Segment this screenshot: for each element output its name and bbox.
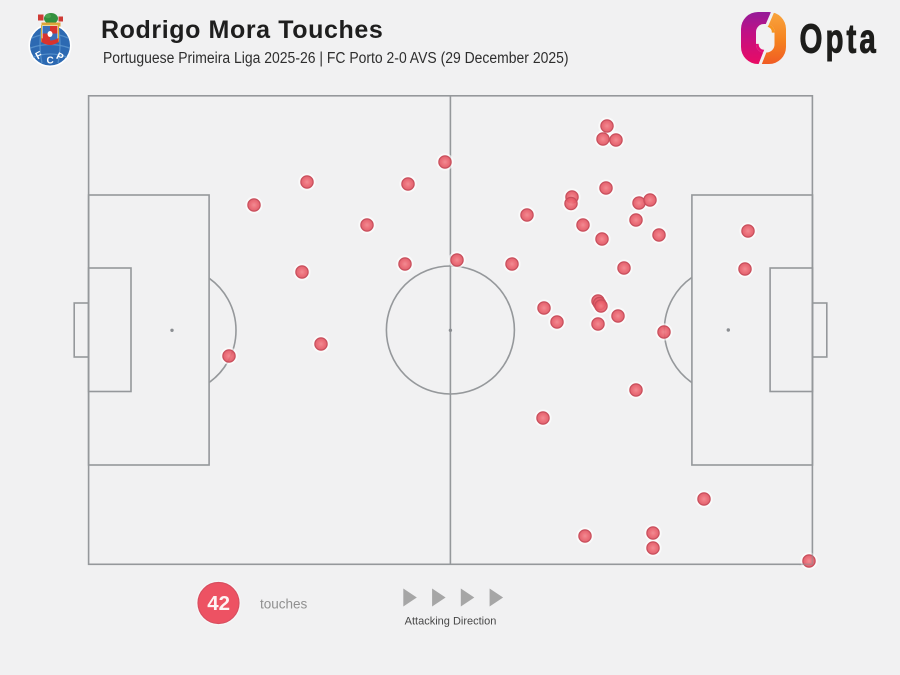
- svg-text:42: 42: [207, 592, 230, 615]
- svg-text:Attacking Direction: Attacking Direction: [405, 616, 497, 628]
- svg-text:touches: touches: [260, 597, 308, 612]
- svg-text:F: F: [34, 50, 45, 63]
- svg-text:C: C: [47, 56, 54, 67]
- svg-text:P: P: [54, 51, 65, 64]
- svg-text:Opta: Opta: [800, 16, 879, 62]
